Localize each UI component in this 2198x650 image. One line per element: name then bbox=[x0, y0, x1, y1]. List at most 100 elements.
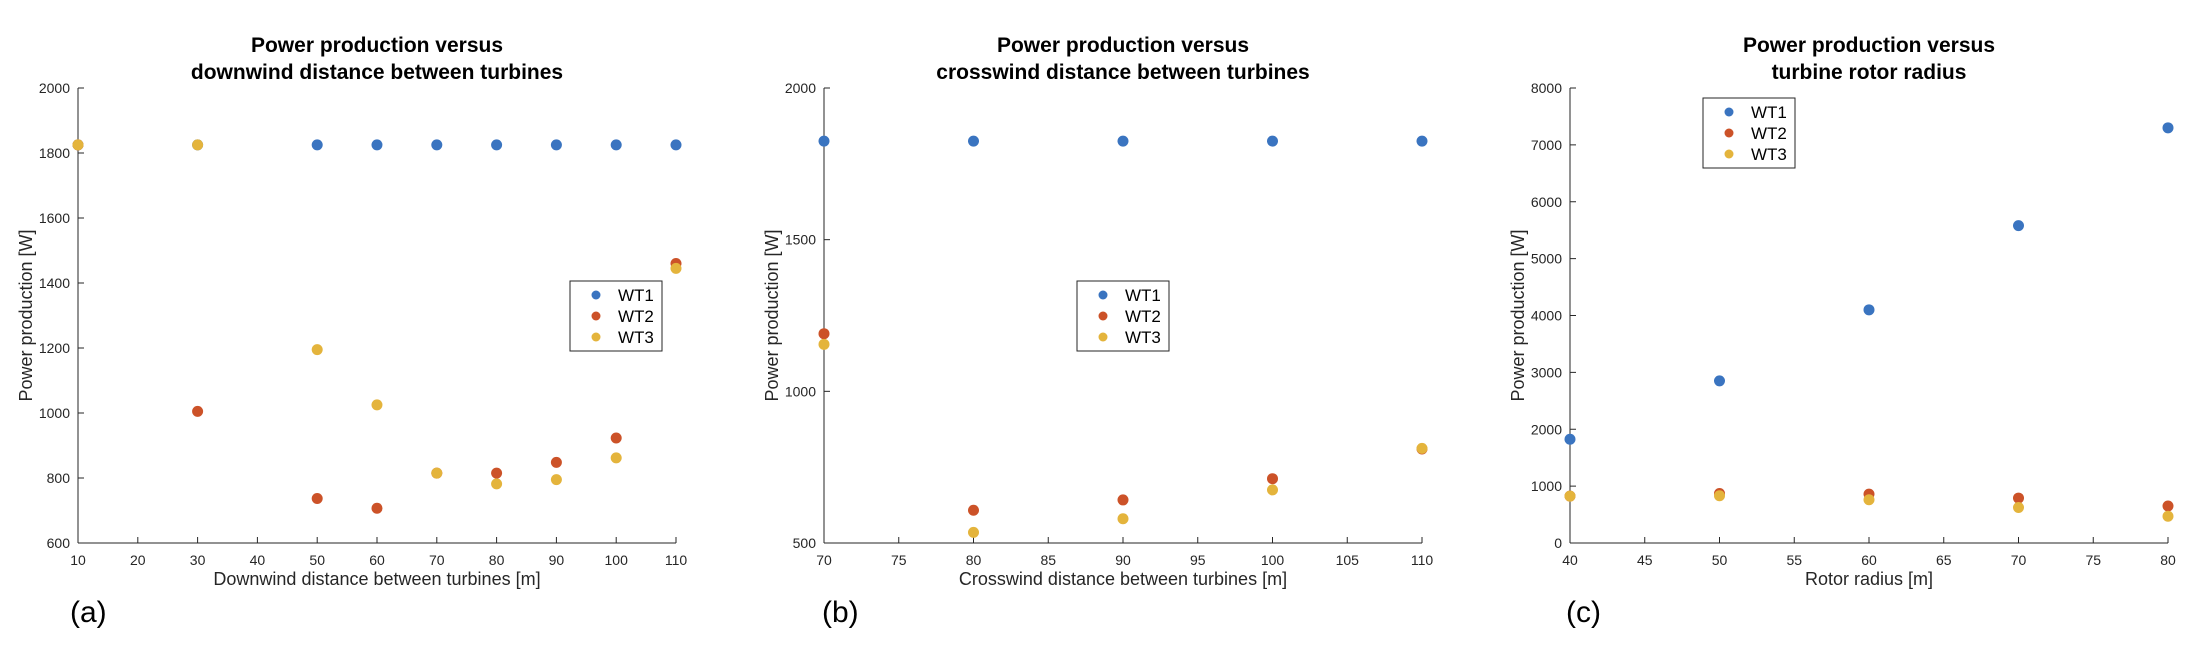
legend-marker bbox=[1724, 149, 1734, 159]
data-point-wt2 bbox=[311, 492, 323, 504]
data-point-wt2 bbox=[2013, 492, 2024, 504]
legend: WT1 WT2 WT3 bbox=[1702, 97, 1796, 169]
x-axis-label: Downwind distance between turbines [m] bbox=[213, 569, 540, 589]
y-tick-label: 4000 bbox=[1531, 308, 1562, 324]
data-point-wt2 bbox=[371, 502, 383, 514]
data-point-wt3 bbox=[1416, 442, 1428, 454]
data-point-wt1 bbox=[311, 139, 323, 151]
data-point-wt1 bbox=[818, 135, 830, 147]
data-point-wt3 bbox=[1267, 484, 1278, 496]
data-point-wt2 bbox=[192, 405, 204, 417]
y-tick-label: 6000 bbox=[1531, 194, 1562, 210]
y-tick-label: 1200 bbox=[39, 340, 70, 356]
legend-label: WT2 bbox=[618, 307, 654, 326]
y-tick-label: 2000 bbox=[1531, 421, 1562, 437]
legend-box bbox=[1702, 97, 1796, 169]
data-point-wt2 bbox=[491, 467, 503, 479]
x-tick-label: 105 bbox=[1336, 552, 1360, 568]
chart-panel-2: 70 75 80 85 90 95 100 105 110 500 1000 1500 2000 Powe… bbox=[762, 34, 1433, 629]
data-point-wt1 bbox=[1267, 135, 1278, 147]
data-point-wt3 bbox=[2162, 510, 2174, 522]
data-point-wt1 bbox=[670, 139, 682, 151]
x-axis-label: Crosswind distance between turbines [m] bbox=[959, 569, 1287, 589]
chart-panel-3: 40 45 50 55 60 65 70 75 80 0 1000 2000 3000 4000 5000 6… bbox=[1508, 34, 2176, 629]
data-point-wt2 bbox=[1117, 494, 1129, 506]
x-tick-label: 100 bbox=[605, 552, 629, 568]
x-tick-label: 45 bbox=[1637, 552, 1653, 568]
data-point-wt3 bbox=[192, 139, 204, 151]
legend-label: WT2 bbox=[1751, 124, 1787, 143]
y-tick-label: 5000 bbox=[1531, 251, 1562, 267]
x-tick-label: 100 bbox=[1261, 552, 1285, 568]
x-tick-label: 40 bbox=[250, 552, 266, 568]
data-point-wt1 bbox=[2162, 122, 2174, 134]
data-point-wt1 bbox=[1564, 433, 1576, 445]
legend-label: WT1 bbox=[618, 286, 654, 305]
legend-box bbox=[1076, 280, 1170, 352]
chart-title: crosswind distance between turbines bbox=[936, 61, 1309, 84]
x-tick-label: 110 bbox=[1411, 552, 1434, 568]
data-point-wt2 bbox=[968, 504, 979, 516]
data-point-wt1 bbox=[491, 139, 503, 151]
chart-title: Power production versus bbox=[251, 34, 503, 57]
data-point-wt2 bbox=[1267, 473, 1278, 485]
x-tick-label: 65 bbox=[1936, 552, 1952, 568]
legend-label: WT3 bbox=[1125, 328, 1161, 347]
x-tick-label: 60 bbox=[369, 552, 385, 568]
data-point-wt1 bbox=[1117, 135, 1129, 147]
y-tick-label: 1800 bbox=[39, 145, 70, 161]
x-tick-label: 55 bbox=[1786, 552, 1802, 568]
legend-label: WT3 bbox=[618, 328, 654, 347]
legend-box bbox=[569, 280, 663, 352]
legend-marker bbox=[1724, 128, 1734, 138]
legend: WT1 WT2 WT3 bbox=[1076, 280, 1170, 352]
y-axis-label: Power production [W] bbox=[1508, 229, 1528, 401]
data-point-wt1 bbox=[610, 139, 622, 151]
data-point-wt1 bbox=[2013, 220, 2024, 232]
data-point-wt1 bbox=[1416, 135, 1428, 147]
y-tick-label: 2000 bbox=[39, 80, 70, 96]
data-point-wt3 bbox=[1564, 490, 1576, 502]
chart-title: Power production versus bbox=[1743, 34, 1995, 57]
y-tick-label: 7000 bbox=[1531, 137, 1562, 153]
y-tick-label: 0 bbox=[1554, 535, 1562, 551]
y-axis-label: Power production [W] bbox=[762, 229, 782, 401]
data-point-wt3 bbox=[550, 474, 562, 486]
data-point-wt1 bbox=[550, 139, 562, 151]
legend-marker bbox=[591, 311, 601, 321]
data-point-wt3 bbox=[1714, 490, 1725, 502]
chart-title: Power production versus bbox=[997, 34, 1249, 57]
legend-marker bbox=[591, 290, 601, 300]
data-point-wt2 bbox=[818, 328, 830, 340]
legend-label: WT2 bbox=[1125, 307, 1161, 326]
y-tick-label: 1000 bbox=[39, 405, 70, 421]
chart-title: downwind distance between turbines bbox=[191, 61, 563, 84]
legend-marker bbox=[1098, 332, 1108, 342]
x-tick-label: 20 bbox=[130, 552, 146, 568]
data-point-wt1 bbox=[431, 139, 443, 151]
panel-label: (b) bbox=[822, 596, 859, 629]
data-point-wt3 bbox=[968, 526, 979, 538]
x-tick-label: 50 bbox=[1712, 552, 1728, 568]
data-point-wt3 bbox=[72, 139, 84, 151]
legend-label: WT3 bbox=[1751, 145, 1787, 164]
x-tick-label: 70 bbox=[429, 552, 445, 568]
x-tick-label: 90 bbox=[1115, 552, 1131, 568]
chart-title: turbine rotor radius bbox=[1772, 61, 1967, 84]
y-tick-label: 500 bbox=[793, 535, 817, 551]
legend: WT1 WT2 WT3 bbox=[569, 280, 663, 352]
panel-label: (a) bbox=[70, 596, 107, 629]
x-tick-label: 30 bbox=[190, 552, 206, 568]
x-tick-label: 80 bbox=[489, 552, 505, 568]
x-tick-label: 80 bbox=[966, 552, 982, 568]
data-point-wt2 bbox=[2162, 500, 2174, 512]
data-point-wt2 bbox=[610, 432, 622, 444]
x-tick-label: 60 bbox=[1861, 552, 1877, 568]
x-tick-label: 70 bbox=[816, 552, 832, 568]
data-point-wt3 bbox=[1863, 494, 1875, 506]
y-tick-label: 600 bbox=[47, 535, 71, 551]
y-tick-label: 1400 bbox=[39, 275, 70, 291]
panel-label: (c) bbox=[1566, 596, 1601, 629]
x-tick-label: 10 bbox=[70, 552, 86, 568]
